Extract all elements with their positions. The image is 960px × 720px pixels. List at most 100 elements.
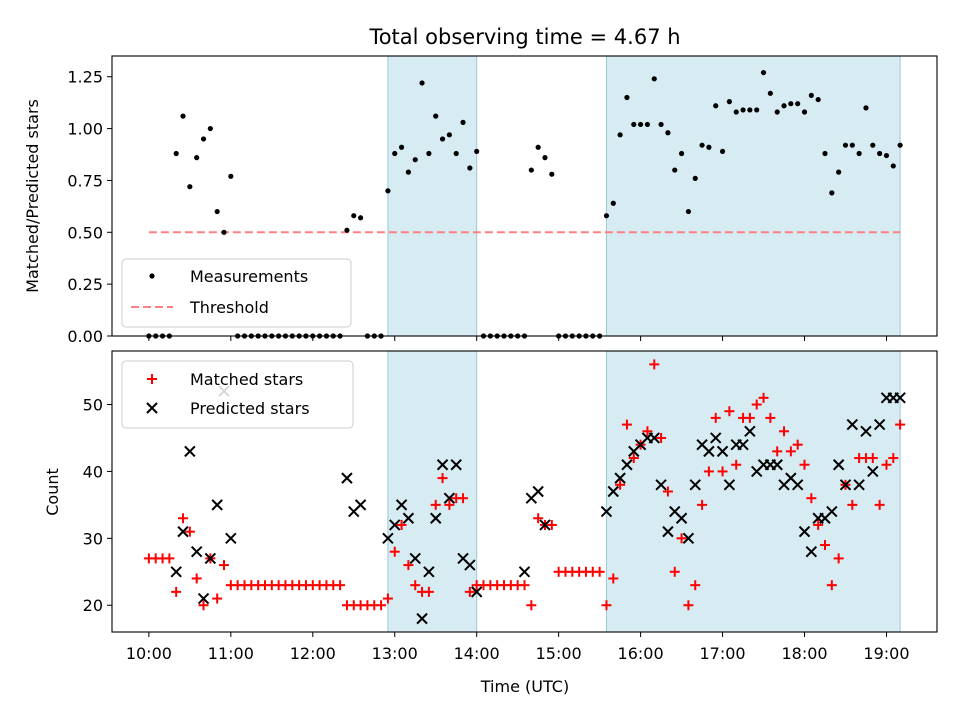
x-tick-label: 14:00 xyxy=(454,644,500,663)
observing-window xyxy=(605,55,901,337)
measurement-point xyxy=(863,105,869,111)
matched-star-marker xyxy=(458,493,469,504)
predicted-star-marker xyxy=(539,519,551,531)
predicted-star-marker xyxy=(423,566,435,578)
predicted-star-marker xyxy=(805,546,818,558)
matched-star-marker xyxy=(546,519,557,530)
predicted-star-marker xyxy=(409,552,421,565)
predicted-star-marker xyxy=(614,472,626,484)
measurement-point xyxy=(200,136,207,142)
predicted-star-marker xyxy=(518,566,531,578)
measurement-point xyxy=(221,229,227,235)
measurement-point xyxy=(658,121,664,128)
matched-star-marker xyxy=(430,499,441,510)
matched-star-marker xyxy=(615,479,626,490)
measurement-point xyxy=(726,99,732,105)
predicted-star-marker xyxy=(607,485,619,498)
predicted-star-marker xyxy=(177,525,189,538)
predicted-star-marker xyxy=(600,505,613,518)
chart-title: Total observing time = 4.67 h xyxy=(368,25,680,49)
matched-star-marker xyxy=(601,600,612,611)
predicted-star-marker xyxy=(675,512,688,524)
matched-star-marker xyxy=(423,586,434,597)
matched-star-marker xyxy=(724,406,735,417)
matched-star-marker xyxy=(697,499,708,510)
matched-star-marker xyxy=(731,459,742,470)
measurement-point xyxy=(426,150,432,157)
predicted-star-marker xyxy=(648,432,660,444)
matched-star-marker xyxy=(642,426,653,437)
measurement-point xyxy=(665,130,671,136)
matched-star-marker xyxy=(662,486,673,497)
predicted-star-marker xyxy=(832,459,845,471)
predicted-star-marker xyxy=(402,512,415,524)
x-tick-label: 12:00 xyxy=(290,644,336,663)
measurement-point xyxy=(713,103,719,109)
y-tick-label: 20 xyxy=(83,596,103,615)
y-tick-label: 0.50 xyxy=(67,223,103,242)
measurement-point xyxy=(767,90,773,96)
matched-star-marker xyxy=(389,546,400,557)
measurement-point xyxy=(788,101,794,107)
matched-star-marker xyxy=(621,419,632,430)
predicted-star-marker xyxy=(798,525,811,538)
matched-star-marker xyxy=(744,412,755,423)
measurement-point xyxy=(774,109,780,115)
measurement-point xyxy=(836,169,842,175)
matched-star-marker xyxy=(785,446,796,457)
y-tick-label: 0.00 xyxy=(67,327,103,346)
predicted-star-marker xyxy=(894,392,906,404)
matched-star-marker xyxy=(335,580,346,591)
bottom-legend: Matched stars Predicted stars xyxy=(121,360,354,429)
matched-star-marker xyxy=(772,446,783,457)
predicted-star-marker xyxy=(532,485,544,498)
matched-star-marker xyxy=(799,459,810,470)
measurement-point xyxy=(631,121,637,128)
x-tick-label: 11:00 xyxy=(208,644,254,663)
y-tick-label: 1.00 xyxy=(67,120,103,139)
bottom-plot-frame xyxy=(111,350,938,633)
matched-star-marker xyxy=(779,426,790,437)
measurement-point xyxy=(173,150,179,157)
legend-label-matched: Matched stars xyxy=(190,370,303,389)
measurement-point xyxy=(207,125,213,132)
measurement-point xyxy=(699,142,705,148)
measurement-point xyxy=(685,208,692,215)
measurement-point xyxy=(815,96,821,103)
predicted-star-marker xyxy=(354,499,367,511)
x-tick-label: 15:00 xyxy=(536,644,582,663)
measurement-point xyxy=(740,107,746,113)
observing-window xyxy=(387,350,478,633)
matched-star-marker xyxy=(819,540,830,551)
matched-star-marker xyxy=(198,600,209,611)
measurement-point xyxy=(795,101,801,107)
top-x-ticks xyxy=(148,336,887,341)
matched-star-marker xyxy=(710,412,721,423)
predicted-star-marker xyxy=(791,479,804,491)
measurement-point xyxy=(719,148,726,155)
measurement-point xyxy=(856,150,862,157)
predicted-star-marker xyxy=(662,525,674,538)
predicted-star-marker xyxy=(621,459,633,471)
predicted-star-marker xyxy=(737,438,749,451)
predicted-star-marker xyxy=(655,479,667,491)
matched-star-marker xyxy=(519,580,530,591)
predicted-star-marker xyxy=(853,479,865,491)
matched-star-marker xyxy=(628,453,639,464)
top-plot-frame xyxy=(111,55,938,337)
matched-star-marker xyxy=(874,499,885,510)
x-axis-label: Time (UTC) xyxy=(480,677,569,696)
predicted-star-marker xyxy=(184,445,196,458)
measurement-point xyxy=(344,227,350,233)
predicted-star-marker xyxy=(464,559,476,571)
predicted-star-marker xyxy=(225,532,237,545)
measurement-point xyxy=(624,94,630,101)
bottom-observing-windows xyxy=(387,350,901,633)
measurement-point xyxy=(747,107,753,113)
y-tick-label: 30 xyxy=(83,529,103,548)
measurement-point xyxy=(351,213,357,219)
measurement-point xyxy=(651,76,657,82)
measurement-point xyxy=(822,150,828,157)
predicted-star-marker xyxy=(723,479,736,491)
matched-star-marker xyxy=(464,586,475,597)
